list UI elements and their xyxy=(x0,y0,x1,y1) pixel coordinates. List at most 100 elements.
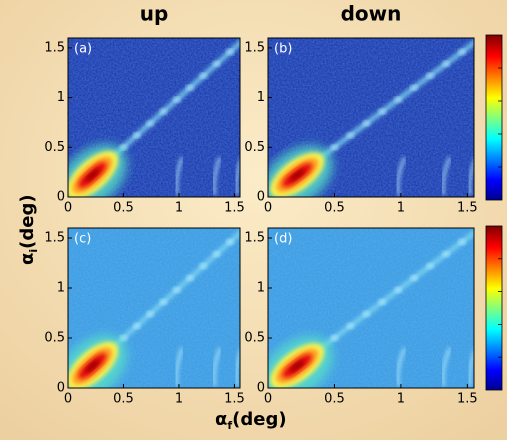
diagonal-bead xyxy=(346,132,355,139)
arc-streak xyxy=(467,159,474,196)
arc-streak xyxy=(441,156,452,196)
heatmap-image xyxy=(68,38,240,197)
arc-streak xyxy=(441,347,452,387)
column-title: down xyxy=(341,2,402,26)
x-tick-label: 1.5 xyxy=(224,392,245,407)
panel-label: (d) xyxy=(274,232,292,247)
x-axis-label-symbol: α xyxy=(215,409,227,430)
diagonal-bead xyxy=(394,96,403,103)
arc-streak xyxy=(174,347,184,387)
y-axis-label: αi(deg) xyxy=(17,194,40,265)
x-tick-label: 0 xyxy=(264,201,272,216)
arc-streak xyxy=(174,156,184,196)
x-tick-label: 0 xyxy=(64,201,72,216)
hot-spot xyxy=(289,360,305,372)
x-tick-label: 0.5 xyxy=(113,201,134,216)
diagonal-bead xyxy=(159,299,168,305)
y-tick-label: 1.5 xyxy=(44,40,65,55)
arc-streak xyxy=(212,347,222,387)
diagonal-bead xyxy=(199,263,208,269)
y-tick-label: 1.5 xyxy=(244,231,265,246)
y-tick-label: 1.5 xyxy=(244,40,265,55)
hot-spot xyxy=(289,169,305,182)
x-tick-label: 1 xyxy=(397,392,405,407)
diagonal-bead xyxy=(426,263,435,269)
x-tick-label: 1 xyxy=(175,392,183,407)
diagonal-bead xyxy=(410,275,419,281)
y-tick-label: 0 xyxy=(57,190,65,205)
x-axis-label: αf(deg) xyxy=(215,409,287,432)
diagonal-bead xyxy=(172,287,181,293)
plot-frame xyxy=(67,227,241,389)
diagonal-bead xyxy=(119,335,128,341)
arc-streak xyxy=(234,349,240,387)
y-tick-label: 0 xyxy=(257,381,265,396)
diagonal-bead xyxy=(146,311,155,317)
diagonal-bead xyxy=(212,251,221,257)
diagonal-bead xyxy=(442,251,451,257)
plot-frame xyxy=(267,227,475,389)
x-axis-label-unit: (deg) xyxy=(232,409,286,430)
diagonal-bead xyxy=(442,60,451,67)
diagonal-bead xyxy=(226,48,235,55)
panel-label: (c) xyxy=(74,232,91,247)
diagonal-bead xyxy=(346,323,355,329)
diagonal-bead xyxy=(146,120,155,127)
diagonal-bead xyxy=(458,48,467,55)
x-tick-label: 0 xyxy=(64,392,72,407)
diagonal-bead xyxy=(226,239,235,245)
diagonal-bead xyxy=(330,335,339,341)
y-tick-label: 1 xyxy=(57,90,65,105)
x-tick-label: 0.5 xyxy=(324,392,345,407)
plot-frame xyxy=(267,37,475,198)
hot-spot xyxy=(85,359,100,373)
diagonal-bead xyxy=(132,132,141,139)
diagonal-bead xyxy=(362,120,371,127)
y-tick-label: 1 xyxy=(57,281,65,296)
diagonal-bead xyxy=(458,239,467,245)
diagonal-bead xyxy=(330,144,339,151)
y-axis-label-symbol: α xyxy=(17,253,38,265)
plot-frame xyxy=(67,37,241,198)
arc-streak xyxy=(396,156,407,196)
x-tick-label: 1.5 xyxy=(224,201,245,216)
diagonal-bead xyxy=(362,311,371,317)
x-tick-label: 1 xyxy=(397,201,405,216)
diagonal-bead xyxy=(378,108,387,115)
panel-label: (a) xyxy=(74,42,92,57)
diagonal-bead xyxy=(394,287,403,293)
colorbar xyxy=(485,225,503,391)
diagonal-bead xyxy=(426,72,435,79)
x-tick-label: 1.5 xyxy=(457,392,478,407)
heatmap-image xyxy=(268,228,474,388)
hot-spot xyxy=(85,168,100,182)
arc-streak xyxy=(234,158,240,196)
x-tick-label: 1.5 xyxy=(457,201,478,216)
x-tick-label: 0.5 xyxy=(324,201,345,216)
diagonal-bead xyxy=(159,108,168,115)
y-tick-label: 1.5 xyxy=(44,231,65,246)
y-tick-label: 0.5 xyxy=(244,140,265,155)
y-axis-label-unit: (deg) xyxy=(17,194,38,248)
diagonal-bead xyxy=(172,96,181,103)
y-tick-label: 0.5 xyxy=(44,331,65,346)
x-tick-label: 1 xyxy=(175,201,183,216)
diagonal-bead xyxy=(378,299,387,305)
arc-streak xyxy=(212,156,222,196)
arc-streak xyxy=(467,350,474,387)
y-tick-label: 1 xyxy=(257,281,265,296)
diagonal-bead xyxy=(199,72,208,79)
panel-label: (b) xyxy=(274,42,292,57)
diagonal-bead xyxy=(186,275,195,281)
y-axis-label-subscript: i xyxy=(27,249,40,253)
arc-streak xyxy=(396,347,407,387)
x-tick-label: 0.5 xyxy=(113,392,134,407)
y-tick-label: 0.5 xyxy=(244,331,265,346)
column-title: up xyxy=(140,2,169,26)
y-tick-label: 1 xyxy=(257,90,265,105)
x-axis-label-subscript: f xyxy=(227,419,232,432)
diagonal-bead xyxy=(132,323,141,329)
diagonal-bead xyxy=(186,84,195,91)
colorbar xyxy=(485,34,503,201)
